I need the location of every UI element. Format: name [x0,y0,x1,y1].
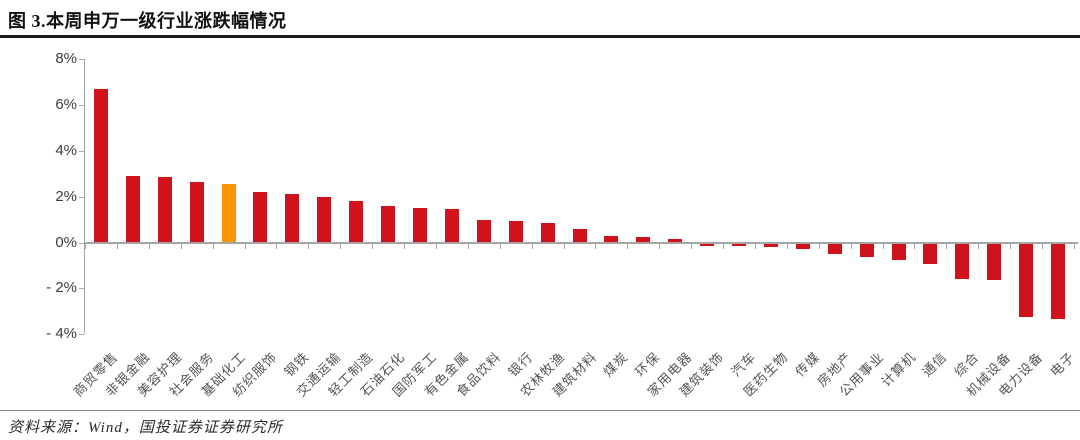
chart-bar [285,194,300,243]
y-axis-label: - 4% [46,325,77,343]
chart-bar [859,243,874,258]
footer-divider [0,410,1080,411]
x-axis-tick [212,243,214,249]
y-axis-label: 2% [55,187,77,205]
x-axis-tick [978,243,980,249]
chart-bar [604,235,619,243]
y-axis-label: 6% [55,95,77,113]
x-axis-tick [754,243,756,249]
y-axis-tick [79,288,84,290]
x-axis-tick [404,243,406,249]
x-axis-tick [435,243,437,249]
chart-bar [125,175,140,243]
x-axis-tick [850,243,852,249]
x-axis-tick [467,243,469,249]
chart-bar [572,228,587,243]
x-axis-label: 计算机 [877,349,919,390]
x-axis-tick [818,243,820,249]
x-axis-tick [627,243,629,249]
title-underline [0,35,1080,38]
x-axis-tick [372,243,374,249]
x-axis-label: 煤炭 [600,349,632,380]
x-axis-tick [659,243,661,249]
chart-bar [189,181,204,243]
x-axis-label: 电子 [1047,349,1078,380]
y-axis-label: 0% [55,233,77,251]
x-axis-tick [1042,243,1044,249]
x-axis-tick [531,243,533,249]
x-axis-tick [1074,243,1075,249]
chart-bar [700,243,715,246]
x-axis-tick [723,243,725,249]
y-axis-tick [79,242,84,244]
x-axis-tick [563,243,565,249]
source-note: 资料来源：Wind，国投证券证券研究所 [8,420,283,436]
x-axis-tick [85,243,86,249]
figure-title: 图 3.本周申万一级行业涨跌幅情况 [8,11,287,31]
y-axis-tick [79,196,84,198]
x-axis-tick [1010,243,1012,249]
chart-bar [93,88,108,243]
y-axis-label: 4% [55,141,77,159]
x-axis-tick [148,243,150,249]
x-axis-tick [882,243,884,249]
chart-bar [923,243,938,265]
chart-bar [668,239,683,243]
chart-bar [732,243,747,247]
chart-bar [349,201,364,243]
x-axis-tick [340,243,342,249]
chart-bar [827,243,842,254]
chart-bar [987,243,1002,281]
chart-bar [955,243,970,280]
chart-bar [381,205,396,243]
chart-bar [508,220,523,243]
chart-bar [412,208,427,243]
x-axis-tick [499,243,501,249]
y-axis-label: - 2% [46,279,77,297]
y-axis-label: 8% [55,49,77,67]
chart-bar [540,223,555,243]
x-axis-tick [691,243,693,249]
y-axis-tick [79,150,84,152]
x-axis-tick [180,243,182,249]
x-axis-tick [595,243,597,249]
chart-bar [444,209,459,243]
x-axis-label: 通信 [919,349,951,380]
chart-bar [317,196,332,243]
y-axis-line [84,58,85,335]
x-axis-tick [946,243,948,249]
y-axis-tick [79,104,84,106]
y-axis-tick [79,58,84,60]
x-axis-tick [244,243,246,249]
x-axis-tick [116,243,118,249]
x-axis-tick [914,243,916,249]
chart-bar [763,243,778,248]
chart-bar [795,243,810,249]
chart-bar [221,184,236,243]
chart-bar [891,243,906,260]
chart-bar [1051,243,1066,320]
x-axis-tick [786,243,788,249]
x-axis-tick [276,243,278,249]
chart-bar [1019,243,1034,317]
chart-bar [253,192,268,243]
chart-bar [157,177,172,243]
x-axis-tick [308,243,310,249]
x-axis-line [85,241,1078,244]
y-axis-tick [79,334,84,336]
chart-bar [476,219,491,243]
chart-bar [636,236,651,243]
